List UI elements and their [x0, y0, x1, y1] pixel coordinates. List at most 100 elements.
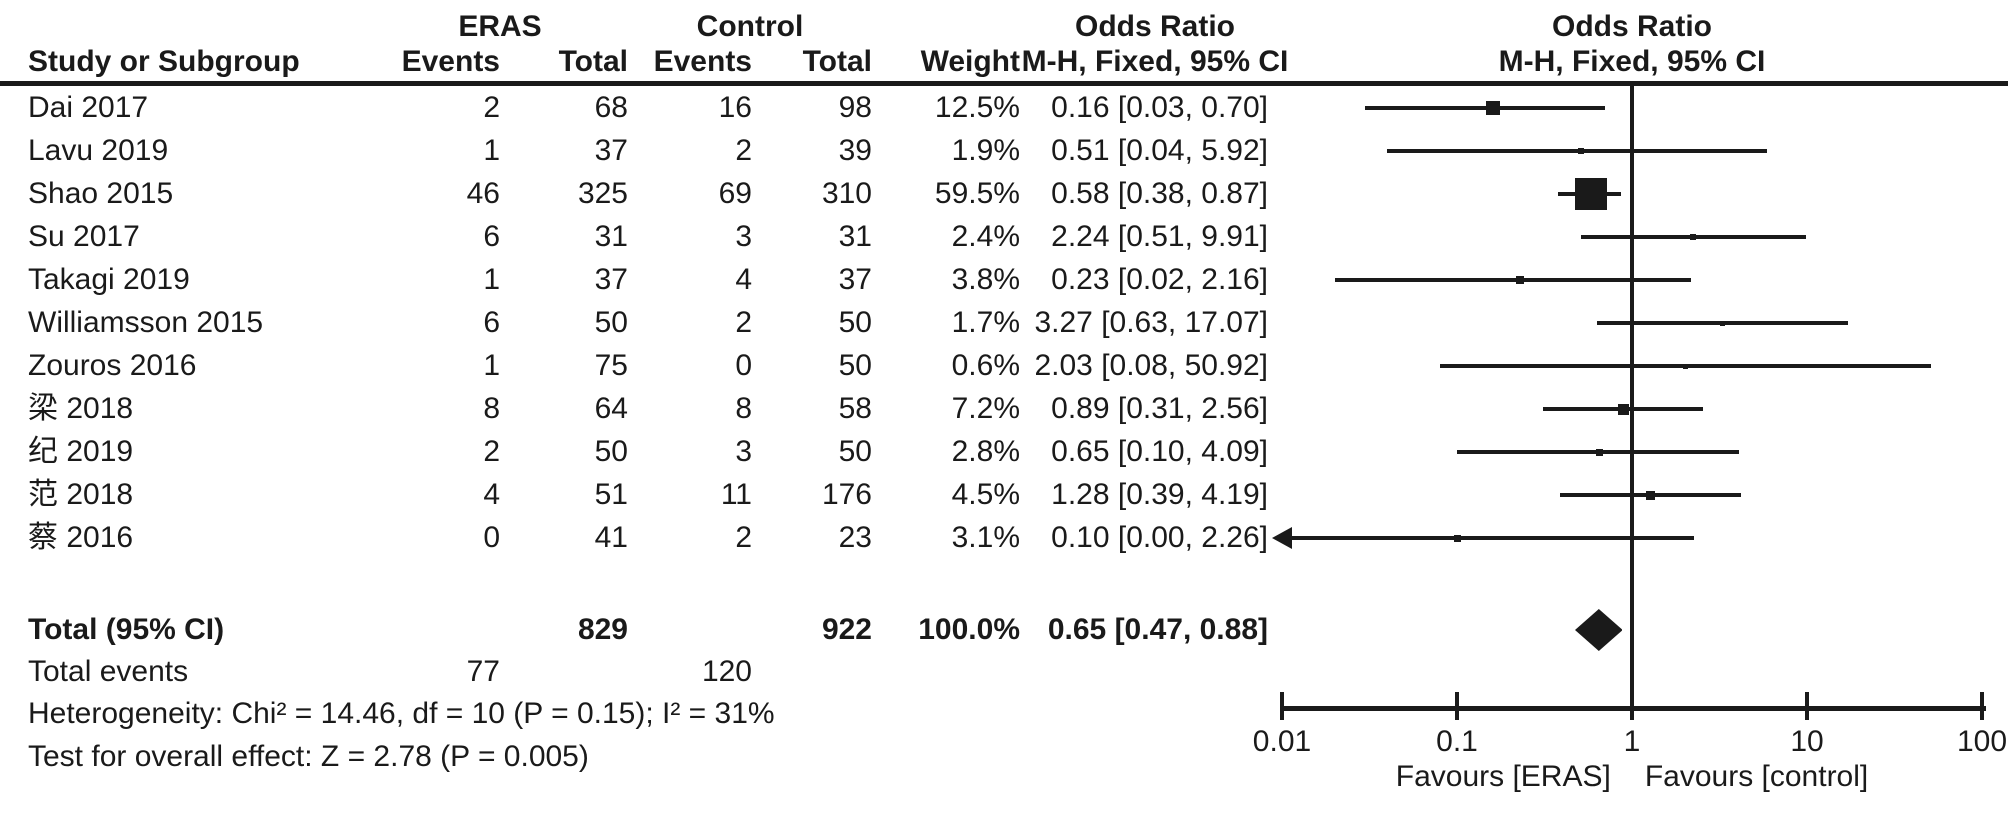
eras-total-value: 68: [594, 91, 628, 124]
favours-left-label: Favours [ERAS]: [1395, 760, 1611, 793]
eras-total-value: 325: [577, 177, 628, 210]
odds-ratio-ci-value: 2.03 [0.08, 50.92]: [1034, 349, 1268, 382]
control-events-value: 3: [735, 220, 752, 253]
control-events-value: 69: [718, 177, 752, 210]
x-axis-tick: [1455, 692, 1459, 720]
pooled-effect-diamond: [1574, 609, 1623, 651]
odds-ratio-ci-value: 0.58 [0.38, 0.87]: [1051, 177, 1268, 210]
weight-value: 4.5%: [951, 478, 1020, 511]
control-events-column-header: Events: [653, 45, 752, 78]
favours-right-label: Favours [control]: [1644, 760, 1869, 793]
weight-value: 1.7%: [951, 306, 1020, 339]
heterogeneity-stats: Heterogeneity: Chi² = 14.46, df = 10 (P …: [28, 697, 775, 730]
weight-value: 2.4%: [951, 220, 1020, 253]
odds-ratio-ci-value: 0.16 [0.03, 0.70]: [1051, 91, 1268, 124]
mh-ci-column-header-right: M-H, Fixed, 95% CI: [1498, 45, 1766, 78]
effect-marker: [1617, 403, 1629, 415]
odds-ratio-ci-value: 0.23 [0.02, 2.16]: [1051, 263, 1268, 296]
eras-events-value: 4: [483, 478, 500, 511]
eras-total-value: 37: [594, 263, 628, 296]
control-total-value: 310: [821, 177, 872, 210]
control-events-value: 4: [735, 263, 752, 296]
weight-value: 59.5%: [934, 177, 1020, 210]
total-weight: 100.0%: [918, 613, 1020, 646]
header-divider: [0, 81, 2008, 86]
eras-total-value: 41: [594, 521, 628, 554]
weight-value: 2.8%: [951, 435, 1020, 468]
x-axis-tick-label: 0.01: [1252, 725, 1312, 758]
control-total-value: 50: [838, 306, 872, 339]
weight-value: 3.8%: [951, 263, 1020, 296]
effect-marker: [1516, 276, 1525, 284]
study-name: 梁 2018: [28, 392, 134, 425]
control-events-value: 0: [735, 349, 752, 382]
eras-events-value: 6: [483, 306, 500, 339]
control-events-value: 8: [735, 392, 752, 425]
effect-marker: [1485, 101, 1500, 115]
effect-marker: [1646, 490, 1656, 500]
control-events-value: 16: [718, 91, 752, 124]
control-total-value: 39: [838, 134, 872, 167]
control-total-value: 50: [838, 435, 872, 468]
control-total-value: 37: [838, 263, 872, 296]
weight-value: 1.9%: [951, 134, 1020, 167]
ci-line: [1334, 278, 1691, 282]
control-events-value: 2: [735, 134, 752, 167]
eras-total-value: 75: [594, 349, 628, 382]
effect-marker: [1719, 320, 1725, 326]
study-name: 纪 2019: [28, 435, 134, 468]
odds-ratio-ci-value: 0.51 [0.04, 5.92]: [1051, 134, 1268, 167]
eras-total-column-header: Total: [558, 45, 628, 78]
eras-events-value: 2: [483, 91, 500, 124]
control-total-value: 23: [838, 521, 872, 554]
x-axis-tick-label: 0.1: [1436, 725, 1478, 758]
x-axis-tick: [1630, 692, 1634, 720]
study-name: Takagi 2019: [28, 263, 190, 296]
eras-events-value: 8: [483, 392, 500, 425]
x-axis-tick: [1280, 692, 1284, 720]
control-total-value: 50: [838, 349, 872, 382]
eras-events-value: 46: [466, 177, 500, 210]
control-events-value: 2: [735, 521, 752, 554]
total-events-label: Total events: [28, 655, 189, 688]
weight-value: 3.1%: [951, 521, 1020, 554]
total-eras-total: 829: [577, 613, 628, 646]
total-control-events: 120: [701, 655, 752, 688]
ci-line: [1292, 536, 1694, 540]
ci-line: [1365, 106, 1605, 110]
x-axis-tick-label: 100: [1956, 725, 2008, 758]
study-column-header: Study or Subgroup: [28, 45, 300, 78]
eras-events-value: 6: [483, 220, 500, 253]
effect-marker: [1595, 448, 1603, 456]
study-name: Dai 2017: [28, 91, 149, 124]
eras-events-value: 1: [483, 349, 500, 382]
odds-ratio-ci-value: 2.24 [0.51, 9.91]: [1051, 220, 1268, 253]
odds-ratio-ci-value: 0.10 [0.00, 2.26]: [1051, 521, 1268, 554]
control-events-value: 2: [735, 306, 752, 339]
study-name: Williamsson 2015: [28, 306, 264, 339]
odds-ratio-header-right: Odds Ratio: [1551, 10, 1713, 43]
total-eras-events: 77: [466, 655, 500, 688]
x-axis-tick: [1980, 692, 1984, 720]
odds-ratio-ci-value: 0.89 [0.31, 2.56]: [1051, 392, 1268, 425]
control-total-value: 31: [838, 220, 872, 253]
odds-ratio-ci-value: 3.27 [0.63, 17.07]: [1034, 306, 1268, 339]
weight-column-header: Weight: [920, 45, 1020, 78]
study-name: Lavu 2019: [28, 134, 169, 167]
study-name: 蔡 2016: [28, 521, 134, 554]
eras-total-value: 50: [594, 306, 628, 339]
eras-total-value: 51: [594, 478, 628, 511]
x-axis-tick-label: 10: [1790, 725, 1824, 758]
ci-truncation-arrow-left: [1272, 527, 1292, 549]
study-name: 范 2018: [28, 478, 134, 511]
total-row-label: Total (95% CI): [28, 613, 225, 646]
odds-ratio-header-left: Odds Ratio: [1074, 10, 1236, 43]
control-total-value: 176: [821, 478, 872, 511]
no-effect-line: [1630, 84, 1634, 708]
control-total-value: 58: [838, 392, 872, 425]
x-axis-tick: [1805, 692, 1809, 720]
eras-total-value: 64: [594, 392, 628, 425]
control-group-header: Control: [696, 10, 804, 43]
effect-marker: [1683, 363, 1689, 369]
